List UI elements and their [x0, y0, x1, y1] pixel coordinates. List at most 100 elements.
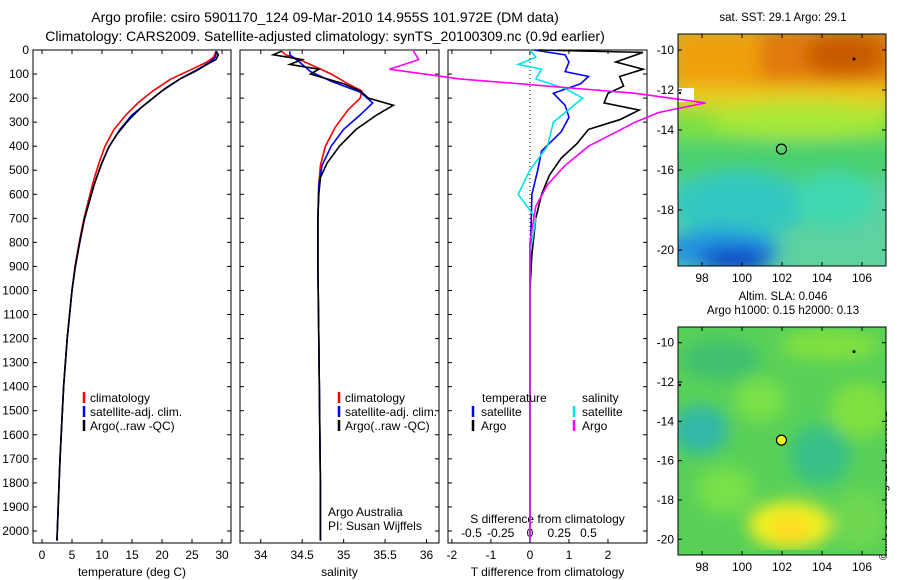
sst-map-lon-label: 104 [812, 271, 832, 285]
depth-tick-label: 1900 [2, 500, 29, 514]
temperature-series-climatology [56, 50, 217, 541]
salinity-legend-entry: satellite-adj. clim. [345, 405, 437, 419]
temperature-xtick-label: 10 [95, 548, 109, 562]
annotation-pi: PI: Susan Wijffels [328, 519, 422, 533]
sla-map-lon-label: 104 [812, 560, 832, 574]
depth-tick-label: 1600 [2, 428, 29, 442]
depth-tick-label: 1500 [2, 404, 29, 418]
temperature-legend-entry: Argo(..raw -QC) [90, 419, 175, 433]
salinity-xtick-label: 35.5 [373, 548, 397, 562]
sla-map-lon-label: 102 [772, 560, 792, 574]
sla-map-argo-location-marker [775, 434, 788, 446]
sla-map-lat-label: -16 [657, 454, 675, 468]
difference-legend-entry: satellite [582, 405, 623, 419]
temperature-xtick-label: 20 [155, 548, 169, 562]
sla-map-lon-label: 98 [695, 560, 709, 574]
depth-tick-label: 1200 [2, 332, 29, 346]
salinity-diff-tick-label: 0.25 [548, 526, 572, 540]
difference-xtick-label: 0 [527, 548, 534, 562]
salinity-series-argo-raw-qc- [270, 50, 396, 541]
depth-tick-label: 200 [9, 91, 29, 105]
sla-map-lat-label: -12 [657, 375, 675, 389]
sla-map-lat-label: -14 [657, 414, 675, 428]
salinity-xtick-label: 36 [420, 548, 434, 562]
difference-legend-entry: Argo [481, 419, 507, 433]
sla-map-lon-label: 100 [732, 560, 752, 574]
salinity-frame [239, 49, 440, 544]
salinity-chart: 34 34.5 35 35.5 36 salinity climatologysatelli… [239, 49, 440, 579]
sla-map-island-marker [678, 383, 682, 387]
sst-map-argo-location-marker [775, 143, 788, 155]
temperature-legend-entry: climatology [90, 391, 150, 405]
temperature-xtick-label: 15 [125, 548, 139, 562]
sst-map-lat-label: -12 [657, 83, 675, 97]
salinity-diff-tick-label: -0.5 [461, 526, 482, 540]
temperature-legend-entry: satellite-adj. clim. [90, 405, 182, 419]
depth-tick-label: 800 [9, 235, 29, 249]
temperature-xtick-label: 5 [69, 548, 76, 562]
depth-tick-label: 1400 [2, 380, 29, 394]
depth-tick-label: 400 [9, 139, 29, 153]
salinity-series-satellite-adj-clim- [288, 51, 374, 541]
difference-series-argo [389, 49, 706, 541]
salinity-xtick-label: 34 [254, 548, 268, 562]
salinity-diff-xlabel: S difference from climatology [470, 512, 625, 526]
temperature-xtick-label: 25 [185, 548, 199, 562]
depth-tick-label: 1000 [2, 283, 29, 297]
difference-series-satellite [529, 49, 591, 541]
sla-map-axes: 98 100 102 104 106 -10 -12 -14 -16 -18 -20 [657, 326, 887, 574]
depth-tick-label: 500 [9, 163, 29, 177]
salinity-xlabel: salinity [321, 565, 358, 579]
figure-title-line2: Climatology: CARS2009. Satellite-adjuste… [45, 28, 605, 44]
legend-group-salinity: salinity [582, 391, 619, 405]
sla-map-lat-label: -10 [657, 336, 675, 350]
difference-xlabel: T difference from climatology [471, 565, 625, 579]
sst-field [678, 34, 886, 266]
difference-series-satellite [515, 49, 585, 541]
sst-map-lat-label: -20 [657, 243, 675, 257]
sla-map-lat-label: -20 [657, 532, 675, 546]
sst-map-title: sat. SST: 29.1 Argo: 29.1 [719, 12, 847, 24]
temperature-xtick-label: 0 [39, 548, 46, 562]
depth-tick-label: 0 [22, 43, 29, 57]
depth-tick-label: 100 [9, 67, 29, 81]
salinity-legend-entry: Argo(..raw -QC) [345, 419, 430, 433]
difference-xtick-label: 2 [605, 548, 612, 562]
difference-legend-entry: Argo [582, 419, 608, 433]
figure-title-line1: Argo profile: csiro 5901170_124 09-Mar-2… [91, 9, 559, 25]
sst-map-lat-label: -10 [657, 43, 675, 57]
temperature-series-satellite-adj-clim- [56, 51, 218, 541]
sst-map-island-marker [852, 57, 856, 61]
sst-map-lat-label: -18 [657, 203, 675, 217]
sst-map-lon-label: 102 [772, 271, 792, 285]
depth-tick-label: 600 [9, 187, 29, 201]
salinity-xtick-label: 34.5 [291, 548, 315, 562]
depth-tick-label: 300 [9, 115, 29, 129]
depth-tick-label: 1100 [3, 308, 29, 322]
sla-map-lon-label: 106 [852, 560, 872, 574]
depth-tick-label: 900 [9, 259, 29, 273]
sst-map-axes: 98 100 102 104 106 -10 -12 -14 -16 -18 -20 [657, 33, 887, 285]
salinity-diff-tick-label: 0.5 [580, 526, 597, 540]
temperature-chart: 0100200300400500600700800900100011001200… [2, 43, 232, 579]
depth-tick-label: 1800 [2, 476, 29, 490]
difference-frame [447, 49, 648, 544]
sla-map-subtitle: Argo h1000: 0.15 h2000: 0.13 [706, 305, 860, 317]
sla-map-island-marker [852, 350, 856, 354]
salinity-diff-tick-label: -0.25 [487, 526, 515, 540]
legend-group-temperature: temperature [482, 391, 547, 405]
temperature-xlabel: temperature (deg C) [78, 565, 186, 579]
sla-map-title: Altim. SLA: 0.046 [738, 291, 828, 303]
depth-tick-label: 2000 [2, 524, 29, 538]
depth-tick-label: 1300 [2, 356, 29, 370]
temperature-xtick-label: 30 [215, 548, 229, 562]
difference-series-argo [529, 49, 646, 541]
sst-map-lon-label: 100 [732, 271, 752, 285]
sst-map-lon-label: 106 [852, 271, 872, 285]
difference-xtick-label: 1 [566, 548, 573, 562]
difference-chart: -2 -1 0 1 2T difference from climatology-0.5… [389, 49, 706, 579]
salinity-legend-entry: climatology [345, 391, 405, 405]
sst-map-lon-label: 98 [695, 271, 709, 285]
sla-map-lat-label: -18 [657, 493, 675, 507]
